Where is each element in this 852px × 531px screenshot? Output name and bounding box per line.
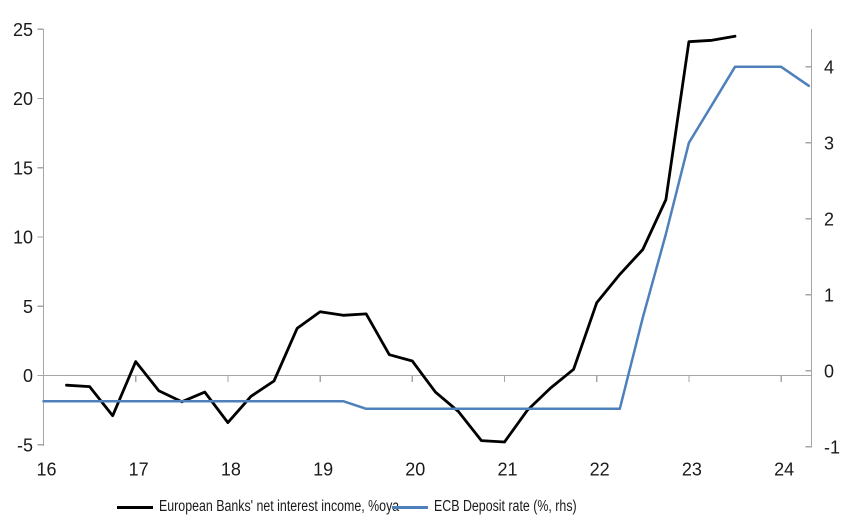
left-axis-tick-label: 5 [23, 297, 33, 317]
axes [37, 28, 813, 448]
x-axis-tick-label: 21 [497, 460, 517, 480]
x-axis-tick-label: 17 [129, 460, 149, 480]
chart-legend: European Banks' net interest income, %oy… [0, 497, 852, 519]
left-axis-tick-label: 10 [13, 228, 33, 248]
series-lines [42, 34, 811, 444]
left-axis-tick-label: -5 [17, 435, 33, 455]
legend-item-nii: European Banks' net interest income, %oy… [117, 497, 459, 517]
left-axis-tick-label: 0 [23, 366, 33, 386]
x-axis-tick-label: 20 [405, 460, 425, 480]
series-line-ecb-rate [42, 65, 811, 411]
ecb-rate-legend-label: ECB Deposit rate (%, rhs) [434, 498, 577, 515]
x-axis-tick-label: 16 [36, 460, 56, 480]
right-axis-tick-label: 4 [824, 57, 834, 77]
x-axis-tick-label: 22 [590, 460, 610, 480]
right-axis-tick-label: 1 [824, 285, 834, 305]
right-axis-tick-label: 3 [824, 133, 834, 153]
legend-item-ecb-rate: ECB Deposit rate (%, rhs) [392, 497, 612, 517]
right-axis-tick-label: 0 [824, 361, 834, 381]
x-axis-tick-label: 19 [313, 460, 333, 480]
ecb-rate-line-swatch [392, 505, 428, 509]
right-axis-tick-label: 2 [824, 209, 834, 229]
nii-legend-label: European Banks' net interest income, %oy… [159, 498, 400, 515]
right-axis-tick-label: -1 [824, 437, 840, 457]
left-axis-tick-label: 15 [13, 158, 33, 178]
x-axis-tick-label: 18 [221, 460, 241, 480]
nii-line-swatch [117, 505, 153, 509]
series-line-nii [65, 34, 737, 444]
left-axis-tick-label: 20 [13, 89, 33, 109]
left-axis-tick-label: 25 [13, 20, 33, 40]
x-axis-tick-label: 23 [682, 460, 702, 480]
x-axis-tick-label: 24 [774, 460, 794, 480]
